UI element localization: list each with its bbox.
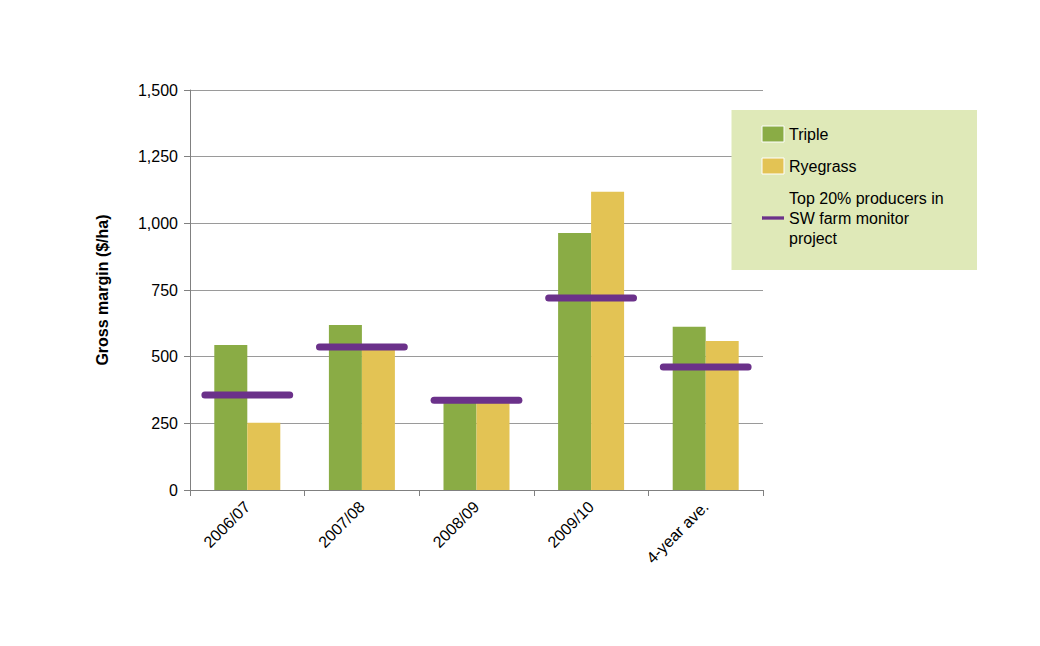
svg-text:4-year ave.: 4-year ave. [643, 498, 712, 567]
svg-text:2006/07: 2006/07 [200, 498, 253, 551]
svg-text:1,500: 1,500 [138, 82, 178, 99]
svg-text:0: 0 [169, 482, 178, 499]
svg-text:SW farm monitor: SW farm monitor [789, 210, 913, 227]
svg-text:project: project [789, 230, 838, 247]
svg-text:Gross margin ($/ha): Gross margin ($/ha) [94, 214, 111, 365]
svg-text:Top 20% producers in: Top 20% producers in [789, 190, 948, 207]
svg-text:2009/10: 2009/10 [544, 498, 597, 551]
svg-text:2007/08: 2007/08 [315, 498, 368, 551]
svg-text:500: 500 [151, 348, 178, 365]
svg-text:250: 250 [151, 415, 178, 432]
svg-text:1,250: 1,250 [138, 148, 178, 165]
svg-text:Triple: Triple [789, 126, 829, 143]
svg-text:750: 750 [151, 282, 178, 299]
svg-text:1,000: 1,000 [138, 215, 178, 232]
svg-text:Ryegrass: Ryegrass [789, 158, 857, 175]
svg-text:2008/09: 2008/09 [430, 498, 483, 551]
